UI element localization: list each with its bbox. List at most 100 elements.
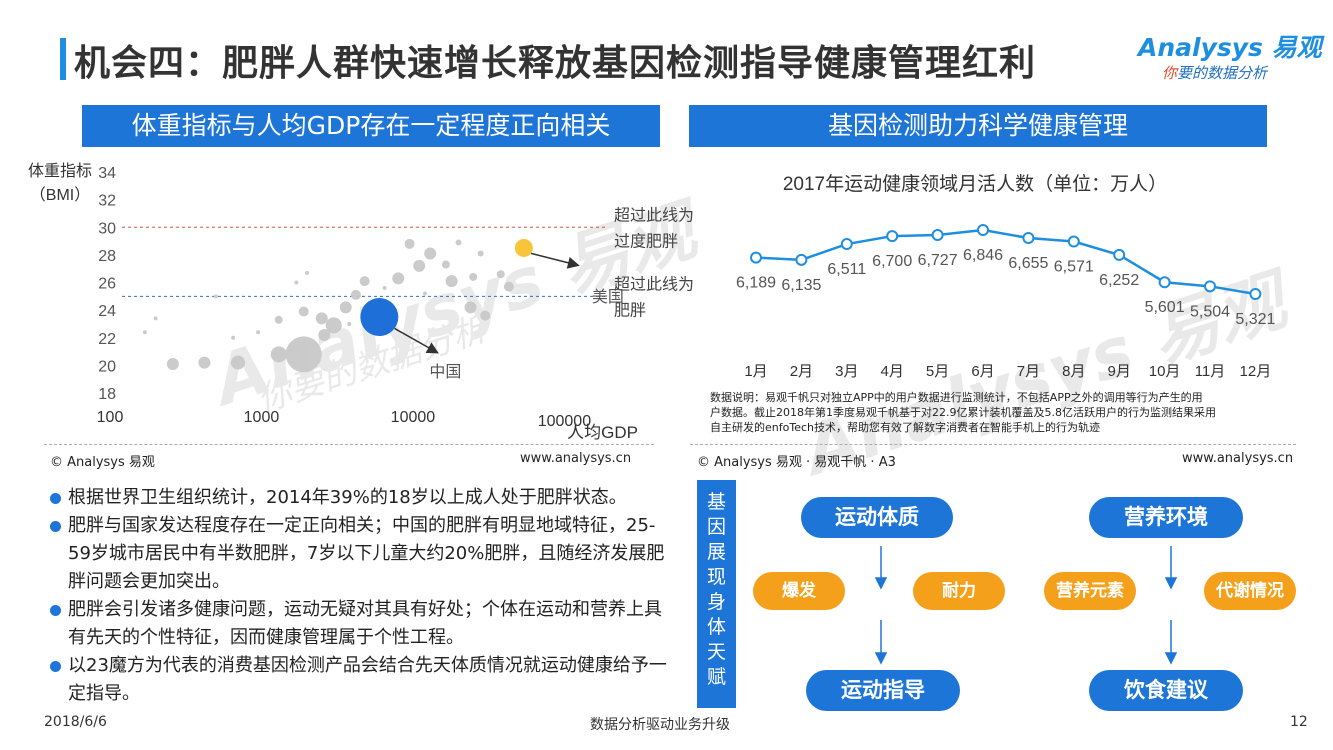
- gene-side-label: 基因展现身体天赋: [706, 491, 726, 688]
- line-category-label: 2月: [790, 363, 813, 380]
- scatter-highlight-label: 中国: [429, 363, 461, 381]
- scatter-point: [404, 238, 415, 249]
- line-value-label: 6,511: [827, 261, 866, 278]
- scatter-x-tick-label: 1000: [244, 409, 280, 426]
- scatter-point: [503, 281, 514, 292]
- bullet-item: 根据世界卫生组织统计，2014年39%的18岁以上成人处于肥胖状态。: [48, 484, 678, 512]
- scatter-point: [469, 272, 478, 281]
- scatter-point: [256, 330, 261, 335]
- data-note-line: 数据说明：易观千帆只对独立APP中的用户数据进行监测统计，不包括APP之外的调用…: [710, 391, 1203, 404]
- scatter-annotation-arrow: [530, 252, 580, 269]
- gene-side-label-bar: 基因展现身体天赋: [697, 480, 736, 708]
- scatter-point: [382, 286, 387, 291]
- data-note: 数据说明：易观千帆只对独立APP中的用户数据进行监测统计，不包括APP之外的调用…: [710, 390, 1290, 435]
- endurance-pill: 耐力: [913, 572, 1005, 610]
- scatter-point: [213, 294, 218, 299]
- arrow-head-icon: [1164, 652, 1178, 665]
- scatter-y-tick-label: 32: [98, 193, 116, 210]
- scatter-reference-label: 超过此线为: [614, 206, 694, 224]
- left-chart-copyright: © Analysys 易观: [50, 455, 155, 470]
- line-category-label: 11月: [1195, 363, 1226, 380]
- scatter-y-tick-label: 26: [98, 276, 116, 293]
- scatter-point: [305, 270, 310, 275]
- title-accent-bar: [60, 38, 66, 80]
- scatter-point: [142, 330, 147, 335]
- line-value-label: 6,571: [1054, 259, 1094, 276]
- line-category-label: 3月: [835, 363, 858, 380]
- scatter-point: [231, 355, 246, 370]
- page-number: 12: [1290, 714, 1308, 730]
- footer-date: 2018/6/6: [44, 714, 107, 730]
- explosive-power-pill: 爆发: [753, 572, 845, 610]
- scatter-point: [270, 346, 287, 363]
- bullet-item: 肥胖与国家发达程度存在一定正向相关；中国的肥胖有明显地域特征，25-59岁城市居…: [48, 512, 678, 596]
- line-value-label: 6,727: [918, 252, 958, 269]
- china-highlight-point: [360, 298, 399, 337]
- scatter-y-tick-label: 34: [98, 165, 116, 182]
- scatter-y-tick-label: 18: [98, 386, 116, 403]
- line-point: [886, 230, 899, 243]
- scatter-point: [480, 310, 491, 321]
- scatter-y-tick-label: 20: [98, 358, 116, 375]
- line-category-label: 12月: [1240, 363, 1272, 380]
- monthly-active-users-line-chart: 2017年运动健康领域月活人数（单位：万人） 6,189 6,135 6,511 6,…: [736, 173, 1276, 380]
- line-point: [840, 238, 853, 251]
- scatter-point: [318, 328, 331, 341]
- scatter-point: [496, 270, 505, 279]
- line-category-label: 7月: [1017, 363, 1040, 380]
- scatter-point: [350, 289, 361, 300]
- scatter-point: [455, 239, 462, 246]
- scatter-point: [445, 275, 458, 288]
- nutrients-pill: 营养元素: [1044, 572, 1136, 610]
- scatter-reference-label: 肥胖: [614, 301, 646, 319]
- left-section-header: 体重指标与人均GDP存在一定程度正向相关: [82, 105, 660, 147]
- right-chart-url: www.analysys.cn: [1182, 451, 1294, 466]
- scatter-reference-label: 超过此线为: [614, 275, 694, 293]
- scatter-point: [315, 312, 328, 325]
- logo-slogan-highlight: 你: [1162, 64, 1178, 82]
- data-note-line: 自主研发的enfoTech技术，帮助您有效了解数字消费者在智能手机上的行为轨迹: [710, 421, 1100, 434]
- line-point: [795, 253, 808, 266]
- logo-main-text: Analysys 易观: [1138, 33, 1322, 62]
- scatter-point: [347, 321, 352, 326]
- scatter-point: [231, 335, 236, 340]
- scatter-point: [198, 356, 211, 369]
- sport-physique-pill: 运动体质: [801, 497, 953, 538]
- line-value-label: 5,504: [1190, 303, 1230, 320]
- metabolism-pill: 代谢情况: [1204, 572, 1296, 610]
- right-section-header: 基因检测助力科学健康管理: [689, 105, 1267, 147]
- analysys-logo: Analysys 易观 你要的数据分析: [1138, 28, 1322, 88]
- scatter-point: [392, 272, 405, 285]
- scatter-point: [294, 280, 299, 285]
- bullet-list: 根据世界卫生组织统计，2014年39%的18岁以上成人处于肥胖状态。 肥胖与国家…: [48, 484, 678, 708]
- scatter-point: [477, 250, 484, 257]
- right-chart-copyright: © Analysys 易观 · 易观千帆 · A3: [697, 455, 896, 470]
- arrow-head-icon: [1164, 577, 1178, 590]
- scatter-point: [413, 259, 426, 272]
- scatter-y-axis-label: 体重指标: [28, 162, 92, 180]
- diet-advice-pill: 饮食建议: [1089, 670, 1243, 711]
- scatter-point: [464, 301, 477, 314]
- scatter-reference-label: 过度肥胖: [614, 232, 678, 250]
- arrow-head-icon: [874, 652, 888, 665]
- scatter-y-tick-label: 28: [98, 248, 116, 265]
- bullet-item: 以23魔方为代表的消费基因检测产品会结合先天体质情况就运动健康给予一定指导。: [48, 652, 678, 708]
- left-chart-divider: [44, 444, 654, 445]
- right-chart-divider: [690, 444, 1296, 445]
- scatter-point: [298, 306, 309, 317]
- line-point: [1158, 276, 1171, 289]
- scatter-point: [422, 291, 427, 296]
- line-value-label: 6,655: [1008, 255, 1048, 272]
- line-point: [1113, 248, 1126, 261]
- usa-highlight-point: [514, 238, 533, 257]
- footer-slogan: 数据分析驱动业务升级: [590, 717, 730, 733]
- left-chart-url: www.analysys.cn: [520, 451, 632, 466]
- arrow-head-icon: [874, 577, 888, 590]
- line-point: [977, 224, 989, 236]
- line-chart-title: 2017年运动健康领域月活人数（单位：万人）: [783, 173, 1167, 195]
- data-note-line: 户数据。截止2018年第1季度易观千帆基于对22.9亿累计装机覆盖及5.8亿活跃…: [710, 406, 1216, 419]
- line-value-label: 5,601: [1145, 299, 1185, 316]
- line-point: [1249, 288, 1262, 300]
- line-point: [1204, 280, 1216, 293]
- bullet-item: 肥胖会引发诸多健康问题，运动无疑对其具有好处；个体在运动和营养上具有先天的个性特…: [48, 596, 678, 652]
